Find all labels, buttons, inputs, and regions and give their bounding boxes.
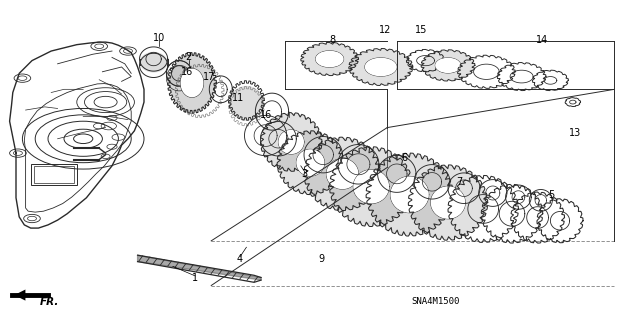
Polygon shape <box>138 255 261 280</box>
Text: SNA4M1500: SNA4M1500 <box>411 297 460 306</box>
Ellipse shape <box>326 159 358 189</box>
Ellipse shape <box>409 166 487 240</box>
Ellipse shape <box>261 113 321 171</box>
Ellipse shape <box>301 43 358 75</box>
Ellipse shape <box>316 51 344 67</box>
Text: 3: 3 <box>301 169 308 179</box>
Ellipse shape <box>353 170 389 204</box>
Bar <box>31 164 77 185</box>
Text: 16: 16 <box>259 110 272 120</box>
Ellipse shape <box>349 49 412 85</box>
Ellipse shape <box>278 130 304 154</box>
Ellipse shape <box>169 54 215 112</box>
Text: 11: 11 <box>232 93 244 103</box>
Text: 1: 1 <box>192 273 198 283</box>
Ellipse shape <box>367 154 452 235</box>
Text: 12: 12 <box>379 25 392 35</box>
Ellipse shape <box>229 86 264 121</box>
Text: 7: 7 <box>456 177 463 188</box>
Text: 6: 6 <box>401 153 408 163</box>
Ellipse shape <box>330 148 412 226</box>
Ellipse shape <box>305 138 380 210</box>
Ellipse shape <box>390 176 429 213</box>
Text: 2: 2 <box>186 52 192 63</box>
Text: 16: 16 <box>180 67 193 77</box>
Bar <box>34 166 74 183</box>
Text: 9: 9 <box>318 254 324 264</box>
Ellipse shape <box>365 58 397 76</box>
Ellipse shape <box>422 50 474 81</box>
Ellipse shape <box>278 131 343 194</box>
Ellipse shape <box>166 65 192 86</box>
Ellipse shape <box>140 52 168 72</box>
Ellipse shape <box>296 149 324 176</box>
Text: 4: 4 <box>237 254 243 264</box>
Text: 10: 10 <box>152 33 165 43</box>
Text: 14: 14 <box>536 35 548 45</box>
Ellipse shape <box>431 186 465 219</box>
Ellipse shape <box>180 69 204 97</box>
Ellipse shape <box>435 58 461 73</box>
Text: FR.: FR. <box>40 297 59 307</box>
Text: 5: 5 <box>548 189 555 200</box>
Text: 15: 15 <box>415 25 428 35</box>
Text: 8: 8 <box>330 35 336 45</box>
Text: 13: 13 <box>568 128 581 138</box>
Text: 17: 17 <box>203 71 216 82</box>
